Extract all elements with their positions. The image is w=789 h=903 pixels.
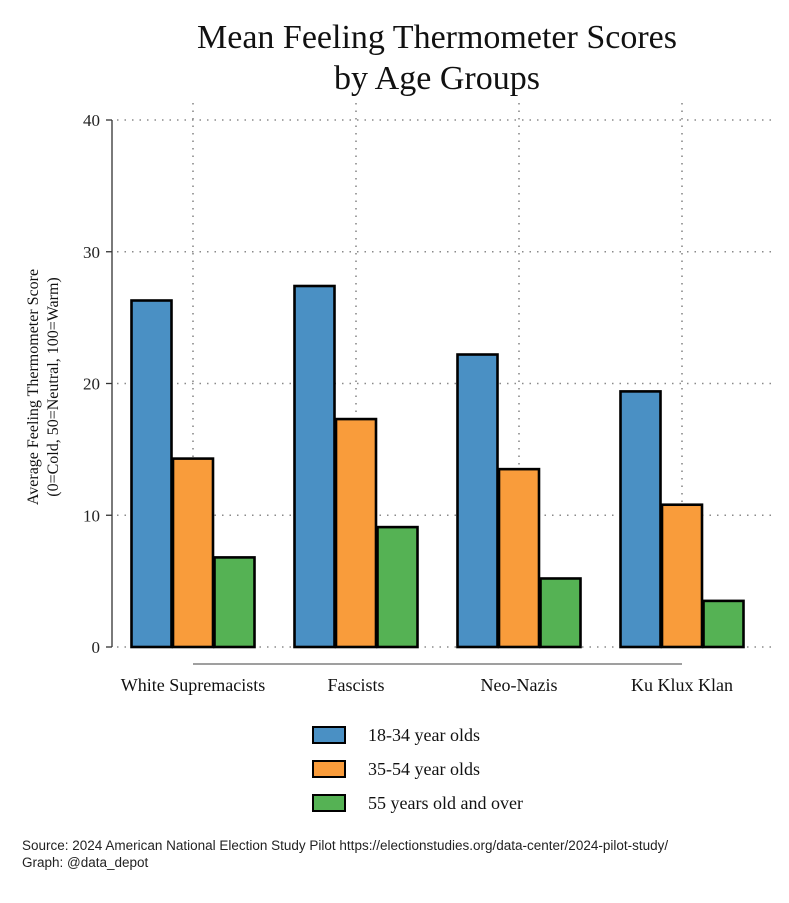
bar <box>293 284 336 649</box>
legend-item: 55 years old and over <box>312 786 523 820</box>
bar <box>213 556 256 649</box>
y-tick-label: 30 <box>83 243 100 262</box>
bar <box>171 457 215 649</box>
y-tick-label: 20 <box>83 375 100 394</box>
legend-swatch <box>312 794 346 812</box>
legend: 18-34 year olds 35-54 year olds 55 years… <box>312 718 523 820</box>
x-tick-label: Fascists <box>327 675 384 695</box>
legend-swatch <box>312 726 346 744</box>
bar <box>619 390 662 649</box>
x-tick-label: Neo-Nazis <box>481 675 558 695</box>
y-tick-label: 40 <box>83 111 100 130</box>
source-line: Source: 2024 American National Election … <box>22 838 669 853</box>
legend-item: 35-54 year olds <box>312 752 523 786</box>
bar <box>334 417 378 649</box>
x-tick-label: Ku Klux Klan <box>631 675 733 695</box>
y-tick-label: 0 <box>92 638 101 657</box>
credit-line: Graph: @data_depot <box>22 855 149 870</box>
bar <box>376 525 419 649</box>
bars <box>130 284 745 649</box>
chart-title-line-2: by Age Groups <box>334 60 540 97</box>
chart: Mean Feeling Thermometer Scores by Age G… <box>25 19 775 695</box>
source-note: Source: 2024 American National Election … <box>22 837 668 871</box>
x-axis: White Supremacists Fascists Neo-Nazis Ku Kl… <box>121 663 733 695</box>
y-axis-label-line-2: (0=Cold, 50=Neutral, 100=Warm) <box>45 277 62 497</box>
x-tick-label: White Supremacists <box>121 675 265 695</box>
y-axis-label: Average Feeling Thermometer Score (0=Col… <box>25 269 62 505</box>
bar <box>660 503 704 649</box>
y-axis-label-line-1: Average Feeling Thermometer Score <box>25 269 42 505</box>
legend-label: 18-34 year olds <box>368 724 480 745</box>
bar <box>539 577 582 649</box>
legend-item: 18-34 year olds <box>312 718 523 752</box>
bar <box>456 353 499 649</box>
y-axis: 0 10 20 30 40 <box>83 111 113 657</box>
legend-swatch <box>312 760 346 778</box>
y-tick-label: 10 <box>83 506 100 525</box>
bar <box>497 467 541 649</box>
bar <box>702 599 745 649</box>
chart-title-line-1: Mean Feeling Thermometer Scores <box>197 19 677 56</box>
legend-label: 55 years old and over <box>368 792 523 813</box>
legend-label: 35-54 year olds <box>368 758 480 779</box>
bar <box>130 299 173 649</box>
